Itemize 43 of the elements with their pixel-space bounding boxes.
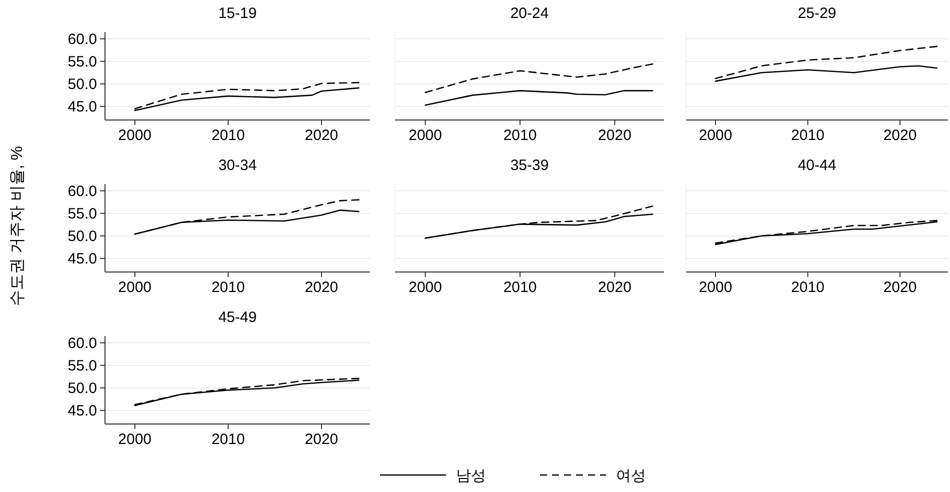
y-axis-title: 수도권 거주자 비율, % <box>9 146 26 306</box>
x-tick-label: 2010 <box>791 127 824 144</box>
legend-label: 여성 <box>616 467 646 484</box>
chart-title: 40-44 <box>798 157 836 174</box>
x-tick-label: 2000 <box>698 279 732 296</box>
x-tick-label: 2000 <box>408 127 442 144</box>
y-tick-label: 55.0 <box>68 358 97 375</box>
x-tick-label: 2000 <box>118 127 152 144</box>
x-tick-label: 2020 <box>304 279 338 296</box>
x-tick-label: 2020 <box>883 279 917 296</box>
y-tick-label: 60.0 <box>68 183 97 200</box>
x-tick-label: 2000 <box>698 127 732 144</box>
x-tick-label: 2010 <box>211 279 245 296</box>
x-tick-label: 2020 <box>304 127 338 144</box>
y-tick-label: 60.0 <box>68 31 97 48</box>
chart-title: 20-24 <box>510 5 549 22</box>
x-tick-label: 2000 <box>118 279 152 296</box>
chart-title: 30-34 <box>218 157 257 174</box>
x-tick-label: 2000 <box>408 279 442 296</box>
chart-title: 15-19 <box>218 5 257 22</box>
x-tick-label: 2020 <box>598 279 632 296</box>
y-tick-label: 50.0 <box>68 76 97 94</box>
x-tick-label: 2010 <box>503 279 537 296</box>
chart-title: 45-49 <box>218 309 257 326</box>
y-tick-label: 45.0 <box>68 98 97 116</box>
x-tick-label: 2010 <box>791 279 824 296</box>
y-tick-label: 45.0 <box>68 402 97 420</box>
x-tick-label: 2010 <box>211 127 245 144</box>
x-tick-label: 2010 <box>503 127 537 144</box>
legend-label: 남성 <box>456 467 486 484</box>
x-tick-label: 2020 <box>883 127 917 144</box>
x-tick-label: 2000 <box>118 431 152 448</box>
y-tick-label: 50.0 <box>68 380 97 398</box>
y-tick-label: 55.0 <box>68 54 97 71</box>
y-tick-label: 45.0 <box>68 250 97 268</box>
x-tick-label: 2010 <box>211 431 245 448</box>
chart-title: 25-29 <box>798 5 836 22</box>
x-tick-label: 2020 <box>304 431 338 448</box>
y-tick-label: 50.0 <box>68 228 97 246</box>
chart-title: 35-39 <box>510 157 549 174</box>
y-tick-label: 55.0 <box>68 206 97 223</box>
y-tick-label: 60.0 <box>68 335 97 352</box>
x-tick-label: 2020 <box>598 127 632 144</box>
